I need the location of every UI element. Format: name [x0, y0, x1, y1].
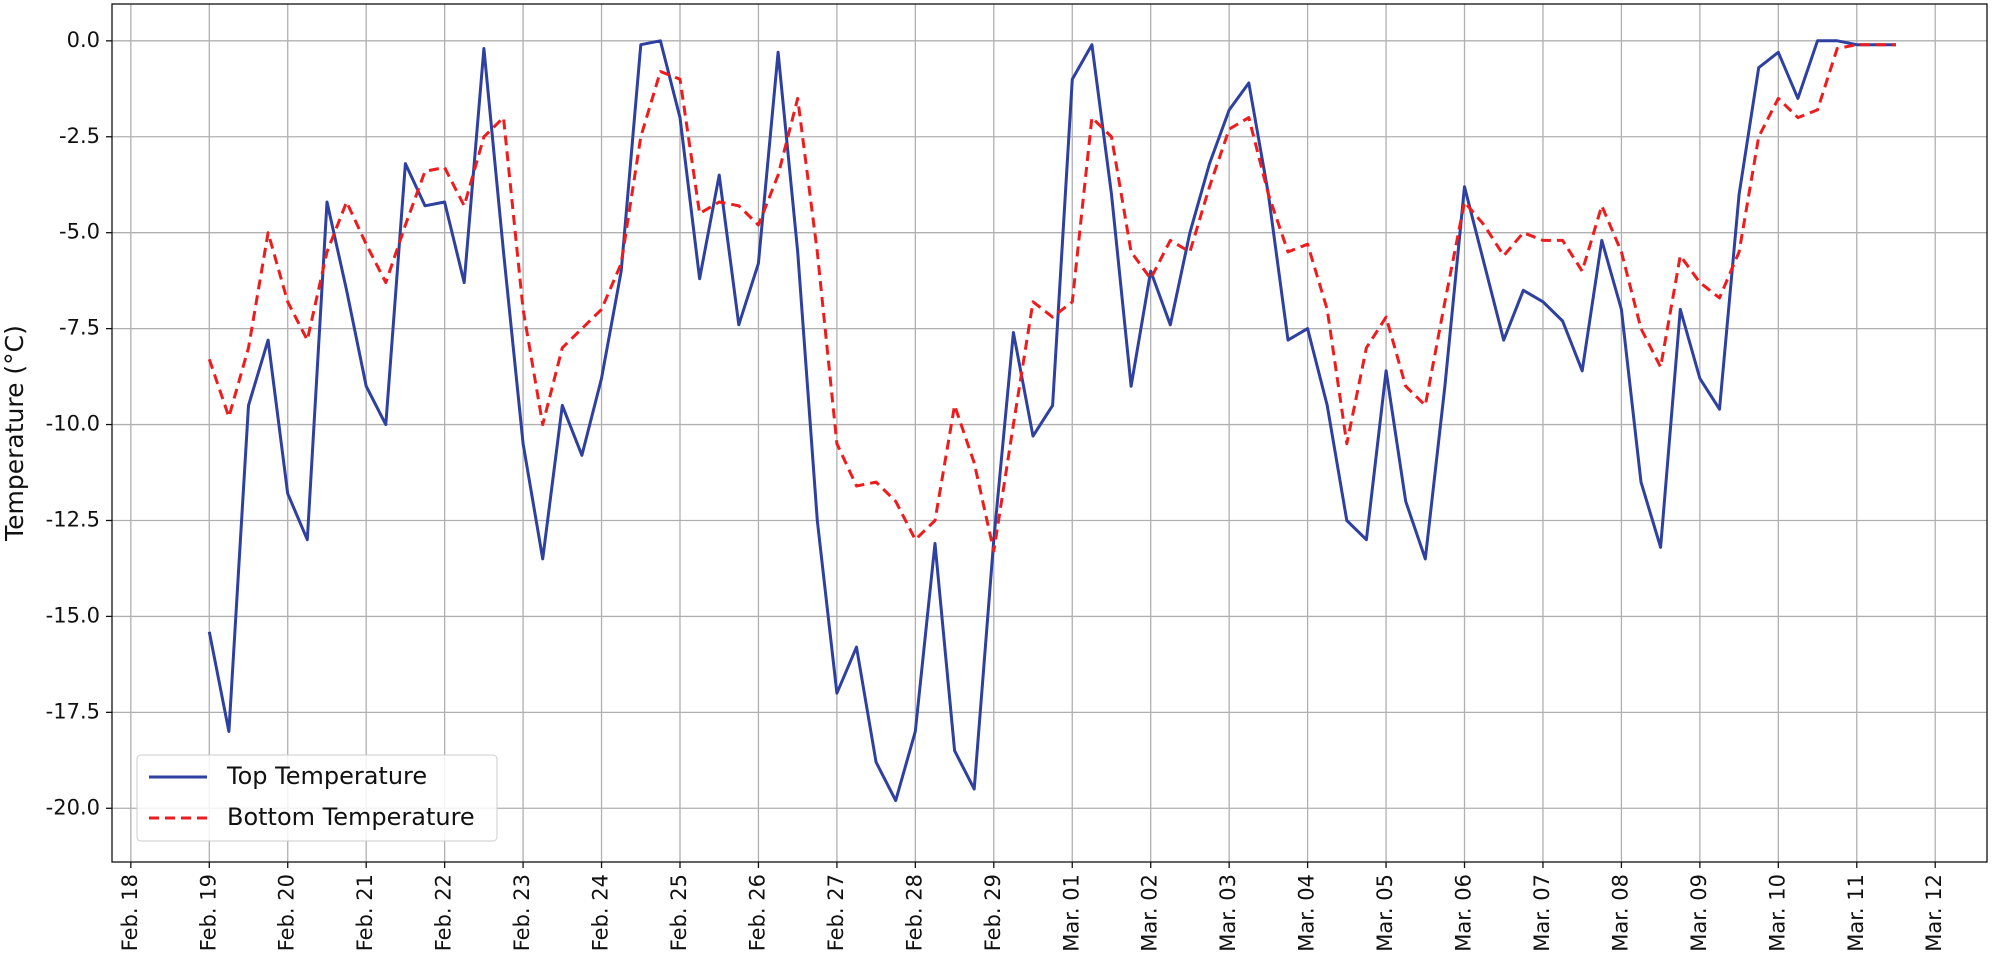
y-tick-label: -2.5 [59, 124, 100, 148]
y-tick-label: -15.0 [46, 603, 100, 627]
x-tick-label: Feb. 27 [824, 874, 848, 951]
x-tick-label: Feb. 19 [196, 874, 220, 951]
x-tick-label: Feb. 23 [510, 874, 534, 951]
x-tick-label: Feb. 29 [981, 874, 1005, 951]
x-tick-label: Mar. 06 [1452, 874, 1476, 952]
y-tick-label: -17.5 [46, 699, 100, 723]
x-tick-label: Feb. 18 [118, 874, 142, 951]
y-tick-label: -20.0 [46, 795, 100, 819]
x-tick-label: Mar. 04 [1295, 874, 1319, 952]
y-tick-label: 0.0 [67, 28, 100, 52]
x-tick-label: Feb. 21 [353, 874, 377, 951]
legend-label: Bottom Temperature [227, 803, 475, 831]
x-tick-label: Mar. 03 [1216, 874, 1240, 952]
x-tick-label: Mar. 05 [1373, 874, 1397, 952]
x-tick-label: Mar. 01 [1059, 874, 1083, 952]
x-tick-label: Mar. 11 [1844, 874, 1868, 952]
x-tick-label: Feb. 24 [589, 874, 613, 951]
x-tick-label: Mar. 12 [1922, 874, 1946, 952]
x-tick-label: Feb. 25 [667, 874, 691, 951]
x-tick-label: Feb. 26 [745, 874, 769, 951]
x-tick-label: Mar. 08 [1608, 874, 1632, 952]
x-tick-label: Feb. 28 [902, 874, 926, 951]
x-tick-label: Mar. 02 [1138, 874, 1162, 952]
plot-frame [111, 3, 1988, 863]
y-tick-label: -12.5 [46, 507, 100, 531]
legend-box [136, 754, 498, 842]
y-axis-label: Temperature (°C) [0, 325, 29, 542]
y-tick-label: -10.0 [46, 412, 100, 436]
line-series [207, 43, 1896, 553]
y-tick-label: -5.0 [59, 220, 100, 244]
x-tick-label: Mar. 09 [1687, 874, 1711, 952]
line-series [207, 39, 1896, 803]
legend-label: Top Temperature [226, 762, 427, 790]
x-tick-label: Feb. 22 [432, 874, 456, 951]
x-tick-label: Mar. 10 [1765, 874, 1789, 952]
x-tick-label: Mar. 07 [1530, 874, 1554, 952]
y-tick-label: -7.5 [59, 316, 100, 340]
x-tick-label: Feb. 20 [275, 874, 299, 951]
